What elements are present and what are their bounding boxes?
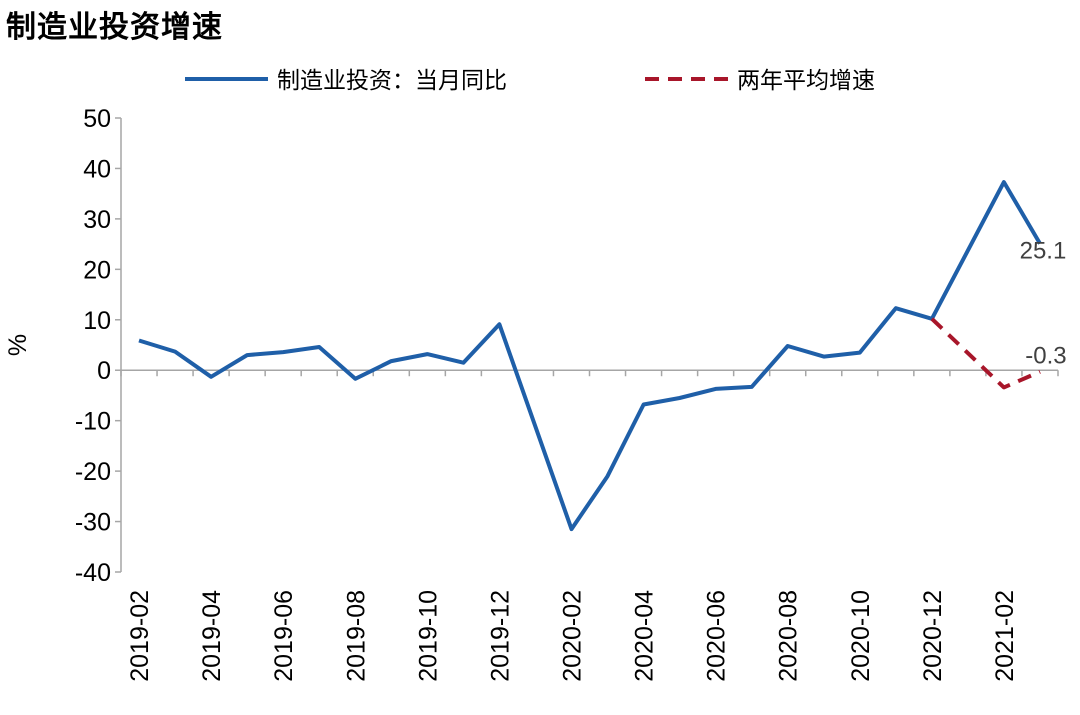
- data-label-last-yoy: 25.1: [1020, 238, 1067, 265]
- legend: 制造业投资：当月同比 两年平均增速: [185, 68, 875, 94]
- legend-label-manufacturing-yoy: 制造业投资：当月同比: [277, 68, 507, 94]
- y-tick-label: 50: [83, 105, 111, 133]
- y-tick-label: 10: [83, 307, 111, 335]
- x-tick-label: 2019-02: [126, 590, 154, 682]
- x-tick-label: 2019-08: [342, 590, 370, 682]
- x-tick-label: 2019-06: [270, 590, 298, 682]
- x-tick-label: 2020-08: [775, 590, 803, 682]
- y-tick-label: -10: [75, 408, 111, 436]
- legend-label-two-year-average: 两年平均增速: [737, 68, 875, 94]
- annotations: 25.1 -0.3: [1020, 238, 1067, 370]
- series-lines: [138, 180, 1042, 532]
- y-tick-label: 0: [97, 357, 111, 385]
- x-tick-label: 2020-04: [631, 590, 659, 682]
- y-tick-label: -40: [75, 559, 111, 587]
- y-tick-label: -20: [75, 458, 111, 486]
- x-tick-label: 2020-12: [919, 590, 947, 682]
- x-tick-label: 2021-02: [991, 590, 1019, 682]
- y-tick-label: 40: [83, 155, 111, 183]
- series-line-manufacturing-yoy: [138, 180, 1042, 532]
- data-label-last-two-year-average: -0.3: [1025, 343, 1066, 370]
- page-title: 制造业投资增速: [6, 10, 223, 45]
- x-tick-label: 2020-06: [703, 590, 731, 682]
- axes: 50 40 30 20 10 0 -10 -20 -30 -40% 2019-02 2019-04 20…: [4, 105, 1059, 682]
- y-tick-label: 30: [83, 206, 111, 234]
- x-tick-label: 2019-04: [198, 590, 226, 682]
- y-tick-label: 20: [83, 256, 111, 284]
- x-tick-label: 2020-02: [558, 590, 586, 682]
- series-line-two-year-average: [930, 317, 1041, 390]
- y-tick-label: -30: [75, 509, 111, 537]
- y-axis-label: %: [4, 334, 32, 356]
- x-tick-label: 2019-12: [486, 590, 514, 682]
- x-tick-label: 2019-10: [414, 590, 442, 682]
- x-tick-label: 2020-10: [847, 590, 875, 682]
